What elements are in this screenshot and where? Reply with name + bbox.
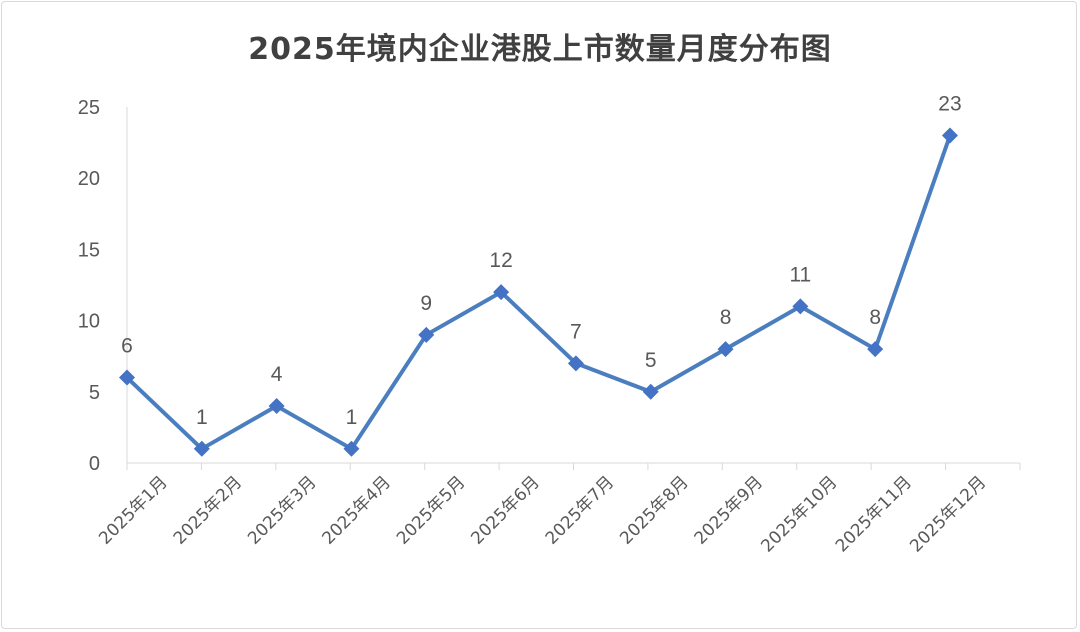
x-tick-label: 2025年1月 (95, 472, 171, 548)
chart-title: 2025年境内企业港股上市数量月度分布图 (248, 32, 832, 67)
data-label: 23 (938, 92, 961, 115)
data-label: 11 (789, 263, 811, 286)
data-label: 1 (346, 406, 358, 429)
series-line (125, 133, 952, 451)
data-point-marker (193, 440, 210, 457)
data-point-marker (642, 383, 659, 400)
y-tick-label: 20 (78, 168, 100, 190)
data-point-marker (268, 398, 285, 415)
y-tick-label: 25 (78, 97, 100, 119)
data-point-marker (343, 440, 360, 457)
x-tick-label: 2025年2月 (170, 472, 246, 548)
x-tick-label: 2025年9月 (691, 472, 767, 548)
data-label: 6 (121, 335, 133, 358)
x-tick-label: 2025年10月 (757, 472, 841, 556)
data-label: 4 (271, 363, 283, 386)
x-tick-label: 2025年7月 (542, 472, 618, 548)
data-label: 9 (420, 292, 432, 315)
data-point-marker (941, 127, 958, 144)
x-tick-label: 2025年3月 (244, 472, 320, 548)
data-point-marker (418, 326, 435, 343)
x-tick-label: 2025年11月 (832, 472, 916, 556)
data-label: 1 (196, 406, 208, 429)
x-tick-label: 2025年12月 (906, 472, 990, 556)
x-tick-label: 2025年5月 (393, 472, 469, 548)
y-tick-label: 15 (78, 239, 100, 261)
data-point-marker (717, 341, 734, 358)
data-label: 12 (489, 249, 512, 272)
data-label: 7 (570, 320, 582, 343)
data-label: 8 (720, 306, 732, 329)
x-tick-label: 2025年4月 (319, 472, 395, 548)
data-label: 5 (645, 349, 657, 372)
data-label: 8 (869, 306, 881, 329)
data-point-marker (119, 369, 135, 386)
data-point-marker (493, 284, 510, 301)
x-tick-label: 2025年8月 (616, 472, 692, 548)
data-point-marker (867, 341, 884, 358)
data-point-marker (567, 355, 584, 372)
y-tick-label: 5 (89, 382, 100, 404)
x-tick-label: 2025年6月 (467, 472, 543, 548)
y-tick-label: 10 (78, 311, 100, 333)
data-point-marker (792, 298, 809, 315)
y-tick-label: 0 (89, 453, 100, 475)
